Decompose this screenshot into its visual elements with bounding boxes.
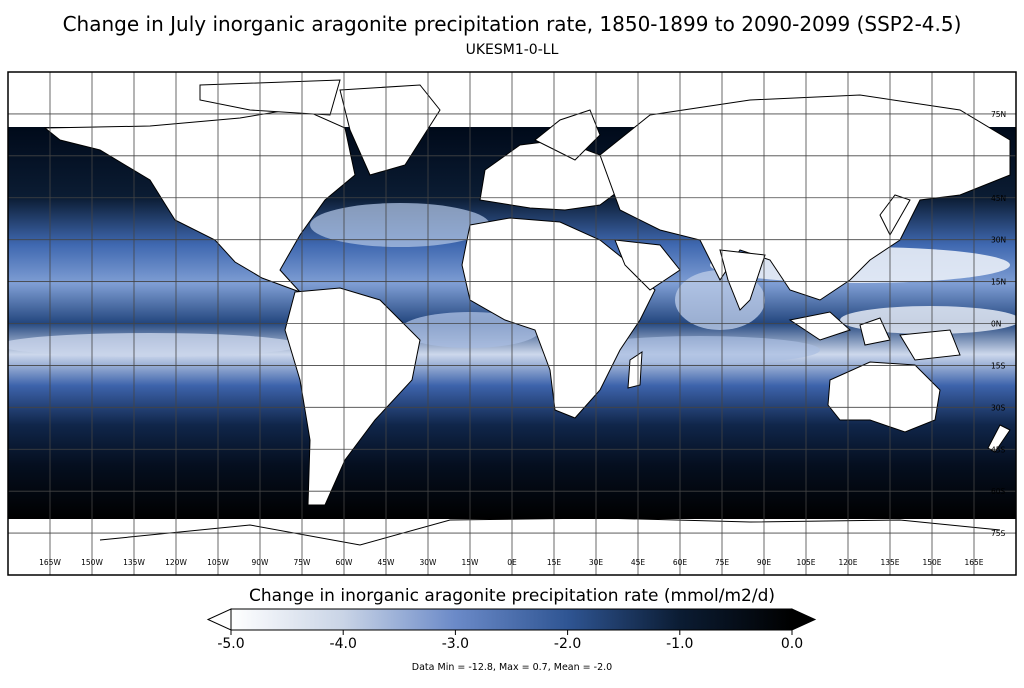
- colorbar-tick-label: 0.0: [781, 636, 803, 652]
- colorbar-min-extension: [206, 608, 232, 631]
- longitude-label: 135E: [880, 558, 899, 567]
- longitude-label: 120W: [165, 558, 187, 567]
- longitude-label: 75E: [715, 558, 730, 567]
- longitude-label: 150W: [81, 558, 103, 567]
- longitude-label: 60E: [673, 558, 688, 567]
- chart-title: Change in July inorganic aragonite preci…: [62, 12, 962, 36]
- colorbar-tick-label: -2.0: [554, 636, 581, 652]
- longitude-label: 105E: [796, 558, 815, 567]
- colorbar-tick-label: -1.0: [666, 636, 693, 652]
- latitude-label: 60S: [991, 487, 1006, 496]
- latitude-label: 30N: [991, 236, 1006, 245]
- longitude-label: 165E: [964, 558, 983, 567]
- longitude-label: 45E: [631, 558, 646, 567]
- longitude-label: 135W: [123, 558, 145, 567]
- longitude-label: 90E: [757, 558, 772, 567]
- longitude-label: 30E: [589, 558, 604, 567]
- colorbar-gradient: [231, 609, 792, 630]
- latitude-label: 15N: [991, 278, 1006, 287]
- latitude-label: 75S: [991, 529, 1006, 538]
- colorbar-title: Change in inorganic aragonite precipitat…: [248, 586, 776, 606]
- latitude-label: 75N: [991, 110, 1006, 119]
- colorbar-tick-label: -5.0: [217, 636, 244, 652]
- longitude-label: 165W: [39, 558, 61, 567]
- graticule: [8, 72, 1016, 575]
- latitude-label: 30S: [991, 403, 1006, 412]
- longitude-labels: 165W 150W 135W 120W 105W 90W 75W 60W 45W 30W 15W 0E…: [39, 558, 984, 567]
- latitude-label: 15S: [991, 361, 1006, 370]
- map-frame: [7, 71, 1017, 576]
- longitude-label: 120E: [838, 558, 857, 567]
- latitude-label: 0N: [991, 320, 1001, 329]
- latitude-label: 45N: [991, 194, 1006, 203]
- colorbar-max-extension: [791, 608, 817, 631]
- longitude-label: 90W: [252, 558, 270, 567]
- longitude-label: 45W: [378, 558, 396, 567]
- longitude-label: 105W: [207, 558, 229, 567]
- colorbar-tick-label: -4.0: [330, 636, 357, 652]
- longitude-label: 15E: [547, 558, 562, 567]
- colorbar: -5.0 -4.0 -3.0 -2.0 -1.0 0.0: [206, 608, 817, 652]
- map-field: [8, 72, 1016, 575]
- latitude-labels: 75N 45N 30N 15N 0N 15S 30S 45S 60S 75S: [991, 110, 1006, 538]
- latitude-label: 45S: [991, 445, 1006, 454]
- longitude-label: 0E: [507, 558, 517, 567]
- longitude-label: 15W: [462, 558, 480, 567]
- chart-subtitle: UKESM1-0-LL: [465, 42, 559, 58]
- longitude-label: 60W: [336, 558, 354, 567]
- longitude-label: 150E: [922, 558, 941, 567]
- colorbar-tick-label: -3.0: [442, 636, 469, 652]
- longitude-label: 30W: [420, 558, 438, 567]
- longitude-label: 75W: [294, 558, 312, 567]
- data-statistics: Data Min = -12.8, Max = 0.7, Mean = -2.0: [411, 662, 613, 673]
